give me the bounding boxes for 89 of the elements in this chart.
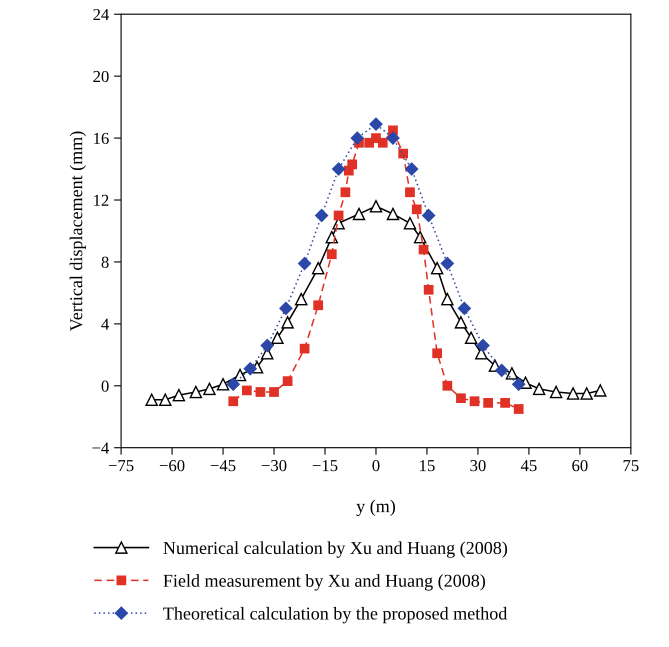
point (334, 210, 344, 220)
point (464, 332, 478, 344)
point (159, 393, 172, 406)
point (441, 292, 454, 306)
point (566, 387, 580, 400)
point (369, 118, 383, 131)
x-tick-label: −30 (262, 460, 286, 472)
point (454, 316, 468, 329)
y-axis-title: Vertical displacement (mm) (70, 132, 86, 332)
point (398, 148, 408, 158)
point (440, 256, 454, 270)
x-tick-label: 75 (624, 460, 639, 472)
legend-label: Numerical calculation by Xu and Huang (2008) (163, 541, 508, 558)
point (594, 384, 607, 397)
point (315, 208, 328, 222)
point (512, 378, 526, 391)
point (271, 332, 284, 344)
point (294, 292, 308, 306)
x-tick-label: −75 (108, 460, 134, 472)
point (500, 398, 510, 408)
point (256, 387, 266, 397)
point (442, 380, 452, 391)
point (386, 208, 400, 220)
point (260, 338, 274, 352)
point (298, 256, 312, 270)
point (470, 396, 480, 406)
point (244, 362, 257, 376)
y-tick-label: −4 (92, 442, 110, 454)
x-tick-label: −15 (312, 460, 338, 472)
x-tick-label: 30 (470, 460, 486, 472)
point (430, 262, 444, 274)
x-tick-label: 15 (420, 460, 435, 472)
point (190, 386, 202, 398)
legend-label: Theoretical calculation by the proposed method (163, 606, 508, 624)
legend-label: Field measurement by Xu and Huang (2008) (163, 574, 486, 591)
point (458, 302, 471, 315)
point (216, 378, 230, 390)
x-tick-label: 0 (372, 460, 380, 472)
y-tick-label: 8 (102, 256, 109, 268)
x-axis-title: y (m) (356, 500, 395, 516)
point (279, 302, 293, 315)
point (269, 387, 279, 397)
point (242, 386, 252, 396)
y-tick-label: 0 (102, 380, 109, 392)
point (313, 300, 324, 310)
point (418, 244, 428, 254)
point (145, 393, 158, 406)
point (432, 348, 442, 358)
point (506, 367, 518, 380)
point (386, 132, 400, 145)
x-tick-label: 45 (520, 460, 537, 472)
point (550, 386, 562, 398)
point (404, 216, 416, 230)
point (282, 376, 292, 386)
point (456, 393, 466, 404)
point (172, 388, 186, 402)
point (350, 132, 364, 145)
point (412, 204, 422, 214)
point (580, 387, 593, 400)
point (532, 382, 546, 396)
point (370, 200, 382, 212)
y-tick-label: 20 (93, 70, 109, 82)
point (340, 187, 350, 198)
point (332, 162, 346, 176)
y-tick-label: 16 (94, 132, 109, 144)
y-tick-label: 4 (101, 318, 110, 330)
point (347, 160, 358, 170)
point (405, 187, 415, 198)
point (476, 338, 490, 352)
x-tick-label: 60 (572, 460, 588, 472)
point (226, 378, 240, 391)
point (203, 382, 216, 396)
point (483, 398, 493, 408)
x-tick-label: −45 (210, 460, 236, 472)
point (495, 364, 508, 377)
point (281, 316, 294, 329)
point (514, 404, 524, 414)
point (312, 262, 324, 274)
point (405, 162, 418, 176)
point (422, 208, 436, 222)
y-tick-label: 12 (94, 194, 108, 206)
y-tick-label: 24 (93, 8, 110, 20)
point (300, 344, 310, 354)
point (326, 249, 337, 260)
point (352, 208, 366, 220)
point (378, 138, 388, 148)
point (424, 284, 434, 295)
point (228, 396, 238, 406)
x-tick-label: −60 (160, 460, 184, 472)
